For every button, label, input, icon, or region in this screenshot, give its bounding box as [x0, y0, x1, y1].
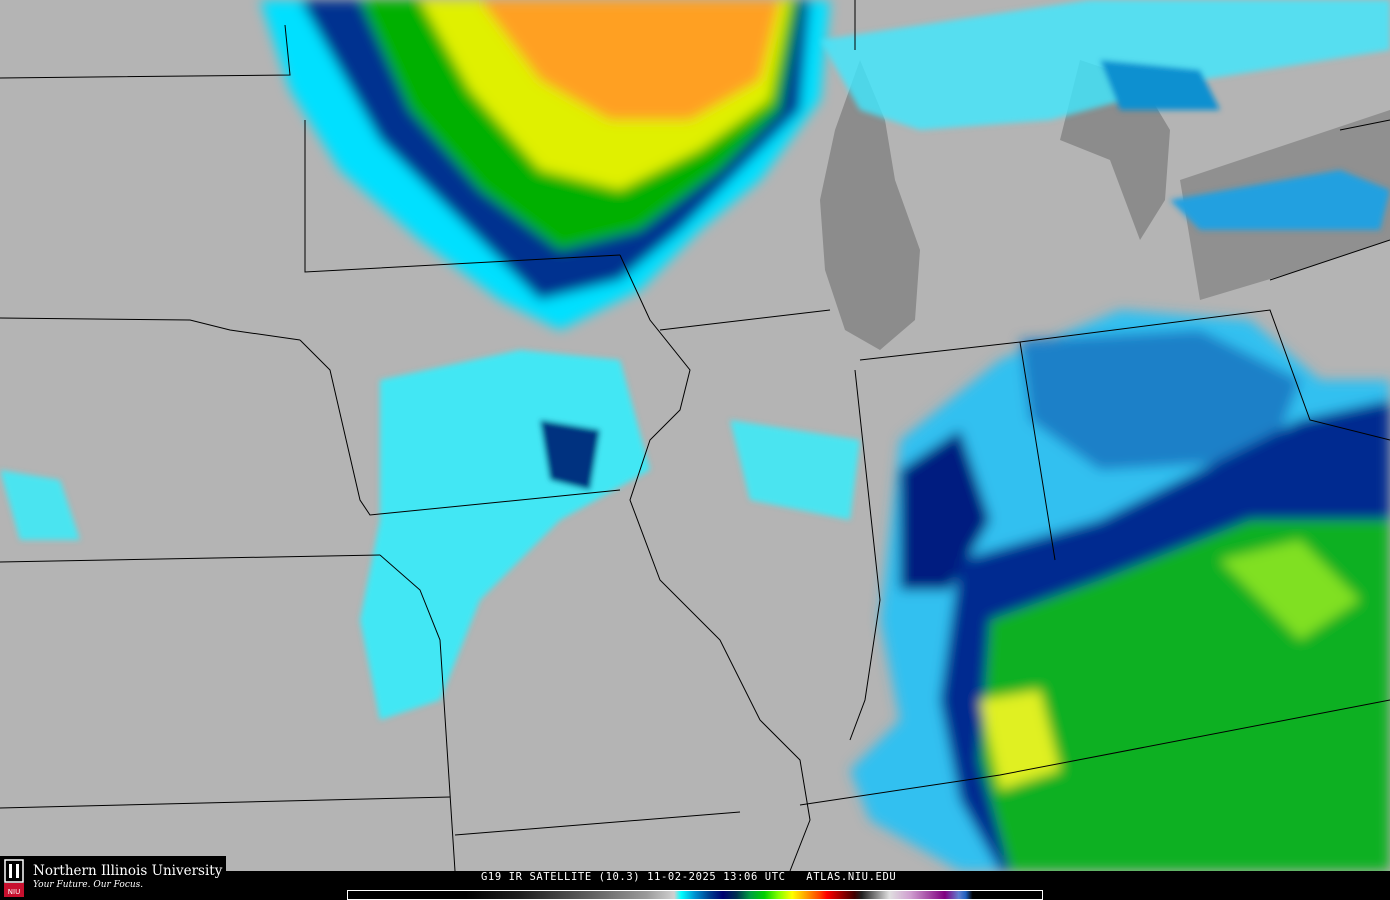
temperature-colorbar [347, 890, 1043, 900]
logo-name: Northern Illinois University [33, 863, 223, 879]
satellite-map [0, 0, 1390, 871]
logo-tagline: Your Future. Our Focus. [33, 880, 144, 890]
scattered-cyan-clouds [0, 0, 1390, 720]
northern-cloud-mass [260, 0, 830, 330]
niu-shield-icon: NIU [4, 859, 24, 897]
lake-michigan [820, 60, 920, 350]
image-caption: G19 IR SATELLITE (10.3) 11-02-2025 13:06… [481, 871, 897, 883]
niu-logo: NIU Northern Illinois University Your Fu… [0, 856, 226, 900]
state-borders [0, 0, 1390, 871]
svg-text:NIU: NIU [8, 888, 20, 896]
southeast-cloud-mass [850, 310, 1390, 871]
